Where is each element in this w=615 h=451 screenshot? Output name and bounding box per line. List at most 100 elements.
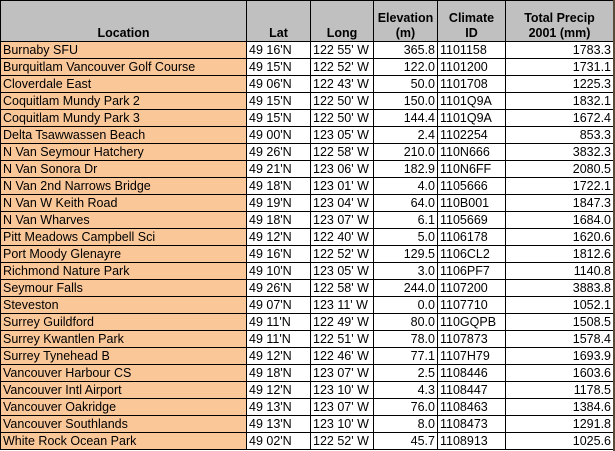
cell-lat[interactable]: 49 19'N — [246, 194, 311, 212]
cell-lat[interactable]: 49 18'N — [246, 177, 311, 195]
cell-elevation[interactable]: 244.0 — [373, 279, 438, 297]
cell-location[interactable]: Burquitlam Vancouver Golf Course — [0, 58, 247, 76]
cell-location[interactable]: N Van Seymour Hatchery — [0, 143, 247, 161]
cell-climate-id[interactable]: 1101Q9A — [437, 109, 506, 127]
cell-long[interactable]: 123 10' W — [310, 381, 374, 399]
cell-location[interactable]: Surrey Kwantlen Park — [0, 330, 247, 348]
column-header-elevation[interactable]: Elevation (m) — [373, 0, 438, 42]
cell-long[interactable]: 122 52' W — [310, 58, 374, 76]
cell-long[interactable]: 122 58' W — [310, 143, 374, 161]
cell-location[interactable]: Vancouver Intl Airport — [0, 381, 247, 399]
cell-long[interactable]: 122 43' W — [310, 75, 374, 93]
cell-location[interactable]: Surrey Tynehead B — [0, 347, 247, 365]
cell-location[interactable]: Seymour Falls — [0, 279, 247, 297]
cell-total-precip[interactable]: 1731.1 — [505, 58, 614, 76]
cell-lat[interactable]: 49 11'N — [246, 313, 311, 331]
cell-location[interactable]: Pitt Meadows Campbell Sci — [0, 228, 247, 246]
cell-elevation[interactable]: 2.4 — [373, 126, 438, 144]
cell-total-precip[interactable]: 1684.0 — [505, 211, 614, 229]
cell-lat[interactable]: 49 12'N — [246, 228, 311, 246]
cell-total-precip[interactable]: 1508.5 — [505, 313, 614, 331]
cell-climate-id[interactable]: 110N6FF — [437, 160, 506, 178]
cell-lat[interactable]: 49 00'N — [246, 126, 311, 144]
cell-elevation[interactable]: 76.0 — [373, 398, 438, 416]
cell-elevation[interactable]: 129.5 — [373, 245, 438, 263]
cell-elevation[interactable]: 77.1 — [373, 347, 438, 365]
cell-elevation[interactable]: 64.0 — [373, 194, 438, 212]
cell-climate-id[interactable]: 1107200 — [437, 279, 506, 297]
cell-elevation[interactable]: 8.0 — [373, 415, 438, 433]
cell-long[interactable]: 122 50' W — [310, 109, 374, 127]
cell-location[interactable]: N Van 2nd Narrows Bridge — [0, 177, 247, 195]
cell-climate-id[interactable]: 1108473 — [437, 415, 506, 433]
cell-climate-id[interactable]: 1106PF7 — [437, 262, 506, 280]
cell-total-precip[interactable]: 3832.3 — [505, 143, 614, 161]
cell-elevation[interactable]: 122.0 — [373, 58, 438, 76]
cell-total-precip[interactable]: 1783.3 — [505, 41, 614, 59]
cell-elevation[interactable]: 2.5 — [373, 364, 438, 382]
cell-lat[interactable]: 49 26'N — [246, 279, 311, 297]
cell-long[interactable]: 123 07' W — [310, 364, 374, 382]
cell-location[interactable]: Delta Tsawwassen Beach — [0, 126, 247, 144]
cell-lat[interactable]: 49 16'N — [246, 41, 311, 59]
cell-location[interactable]: Steveston — [0, 296, 247, 314]
cell-lat[interactable]: 49 18'N — [246, 211, 311, 229]
cell-long[interactable]: 123 05' W — [310, 126, 374, 144]
cell-elevation[interactable]: 210.0 — [373, 143, 438, 161]
cell-lat[interactable]: 49 16'N — [246, 245, 311, 263]
cell-long[interactable]: 123 10' W — [310, 415, 374, 433]
cell-lat[interactable]: 49 15'N — [246, 92, 311, 110]
cell-location[interactable]: Richmond Nature Park — [0, 262, 247, 280]
column-header-lat[interactable]: Lat — [246, 0, 311, 42]
cell-climate-id[interactable]: 110N666 — [437, 143, 506, 161]
cell-elevation[interactable]: 80.0 — [373, 313, 438, 331]
cell-lat[interactable]: 49 15'N — [246, 109, 311, 127]
cell-total-precip[interactable]: 1225.3 — [505, 75, 614, 93]
cell-long[interactable]: 123 07' W — [310, 398, 374, 416]
cell-total-precip[interactable]: 1384.6 — [505, 398, 614, 416]
cell-location[interactable]: N Van Sonora Dr — [0, 160, 247, 178]
cell-climate-id[interactable]: 1107873 — [437, 330, 506, 348]
cell-elevation[interactable]: 182.9 — [373, 160, 438, 178]
column-header-long[interactable]: Long — [310, 0, 374, 42]
cell-total-precip[interactable]: 853.3 — [505, 126, 614, 144]
cell-total-precip[interactable]: 1578.4 — [505, 330, 614, 348]
cell-lat[interactable]: 49 02'N — [246, 432, 311, 450]
cell-elevation[interactable]: 365.8 — [373, 41, 438, 59]
cell-climate-id[interactable]: 110GQPB — [437, 313, 506, 331]
cell-total-precip[interactable]: 1832.1 — [505, 92, 614, 110]
cell-climate-id[interactable]: 1101Q9A — [437, 92, 506, 110]
cell-climate-id[interactable]: 1101200 — [437, 58, 506, 76]
cell-climate-id[interactable]: 1105669 — [437, 211, 506, 229]
cell-lat[interactable]: 49 07'N — [246, 296, 311, 314]
cell-climate-id[interactable]: 1108913 — [437, 432, 506, 450]
cell-location[interactable]: Port Moody Glenayre — [0, 245, 247, 263]
cell-elevation[interactable]: 4.3 — [373, 381, 438, 399]
cell-elevation[interactable]: 0.0 — [373, 296, 438, 314]
cell-location[interactable]: Cloverdale East — [0, 75, 247, 93]
cell-location[interactable]: Vancouver Harbour CS — [0, 364, 247, 382]
cell-climate-id[interactable]: 1108447 — [437, 381, 506, 399]
cell-elevation[interactable]: 6.1 — [373, 211, 438, 229]
cell-elevation[interactable]: 78.0 — [373, 330, 438, 348]
cell-lat[interactable]: 49 12'N — [246, 381, 311, 399]
cell-total-precip[interactable]: 1693.9 — [505, 347, 614, 365]
cell-total-precip[interactable]: 1847.3 — [505, 194, 614, 212]
cell-total-precip[interactable]: 1812.6 — [505, 245, 614, 263]
cell-elevation[interactable]: 150.0 — [373, 92, 438, 110]
column-header-total-precip[interactable]: Total Precip 2001 (mm) — [505, 0, 614, 42]
cell-climate-id[interactable]: 1108446 — [437, 364, 506, 382]
cell-lat[interactable]: 49 26'N — [246, 143, 311, 161]
cell-elevation[interactable]: 5.0 — [373, 228, 438, 246]
cell-climate-id[interactable]: 1107H79 — [437, 347, 506, 365]
cell-elevation[interactable]: 45.7 — [373, 432, 438, 450]
cell-lat[interactable]: 49 13'N — [246, 415, 311, 433]
cell-location[interactable]: Coquitlam Mundy Park 2 — [0, 92, 247, 110]
cell-total-precip[interactable]: 1140.8 — [505, 262, 614, 280]
cell-location[interactable]: Burnaby SFU — [0, 41, 247, 59]
cell-long[interactable]: 122 52' W — [310, 245, 374, 263]
cell-long[interactable]: 123 07' W — [310, 211, 374, 229]
cell-climate-id[interactable]: 1108463 — [437, 398, 506, 416]
cell-lat[interactable]: 49 15'N — [246, 58, 311, 76]
cell-total-precip[interactable]: 1025.6 — [505, 432, 614, 450]
